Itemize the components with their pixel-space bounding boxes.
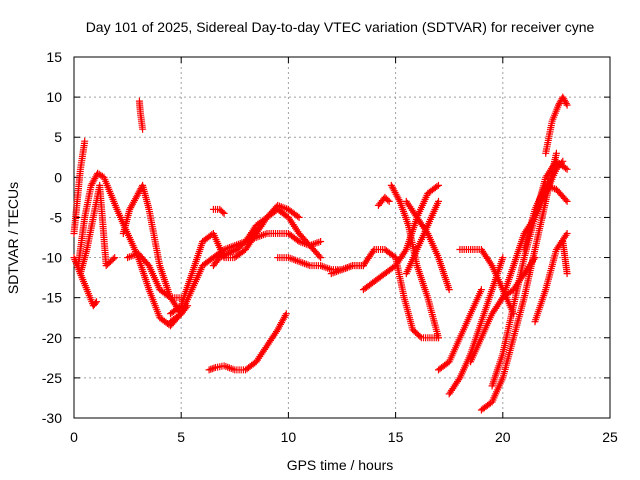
series-s04 [76,181,119,278]
series-markers [209,205,325,270]
series-markers [542,93,571,157]
series-s11 [209,205,325,270]
y-tick-label: -10 [42,250,62,266]
series-s29 [531,230,571,326]
x-axis-title: GPS time / hours [287,457,394,473]
series-s31 [559,238,571,278]
series-s30 [542,93,571,157]
x-tick-label: 15 [388,429,404,445]
series-markers [209,205,228,217]
series-markers [435,286,485,374]
series-markers [374,193,393,209]
series-s02 [70,254,100,310]
y-tick-label: -15 [42,290,62,306]
series-s20 [402,197,442,278]
series-s07 [124,250,185,302]
chart-title: Day 101 of 2025, Sidereal Day-to-day VTE… [86,19,595,35]
series-markers [392,254,442,342]
series-markers [387,181,442,342]
x-tick-label: 20 [495,429,511,445]
series-markers [402,197,442,278]
y-tick-label: -20 [42,330,62,346]
series-markers [70,137,89,237]
series-s16 [374,193,393,209]
y-tick-label: 15 [46,49,62,65]
series-markers [70,254,100,310]
series-markers [531,230,571,326]
series-markers [205,310,290,374]
series-s06 [135,97,147,133]
series-s12 [209,205,228,217]
series-s05 [119,181,192,318]
x-tick-label: 25 [602,429,618,445]
grid [74,57,610,418]
series-markers [124,250,185,302]
series-s28 [520,181,571,253]
series-markers [119,181,192,318]
series-markers [135,97,147,133]
series-markers [520,181,571,253]
data-points [70,93,571,414]
series-s10 [205,310,290,374]
series-s14 [327,246,400,278]
series-s01 [70,137,89,237]
x-tick-label: 10 [281,429,297,445]
series-s21 [435,286,485,374]
series-markers [76,181,119,278]
y-tick-label: -5 [50,209,63,225]
x-axis-ticks: 0 5 10 15 20 25 [70,57,618,445]
x-tick-label: 0 [70,429,78,445]
y-axis-title: SDTVAR / TECUs [5,182,21,294]
y-tick-label: -25 [42,370,62,386]
plot-frame [73,56,611,419]
x-tick-label: 5 [177,429,185,445]
series-markers [327,246,400,278]
y-tick-label: -30 [42,410,62,426]
y-axis-ticks: -30 -25 -20 -15 -10 -5 0 5 10 15 [42,49,610,426]
y-tick-label: 10 [46,89,62,105]
series-s17 [387,181,442,342]
series-s18 [392,254,442,342]
series-markers [559,238,571,278]
y-tick-label: 5 [54,129,62,145]
y-tick-label: 0 [54,169,62,185]
